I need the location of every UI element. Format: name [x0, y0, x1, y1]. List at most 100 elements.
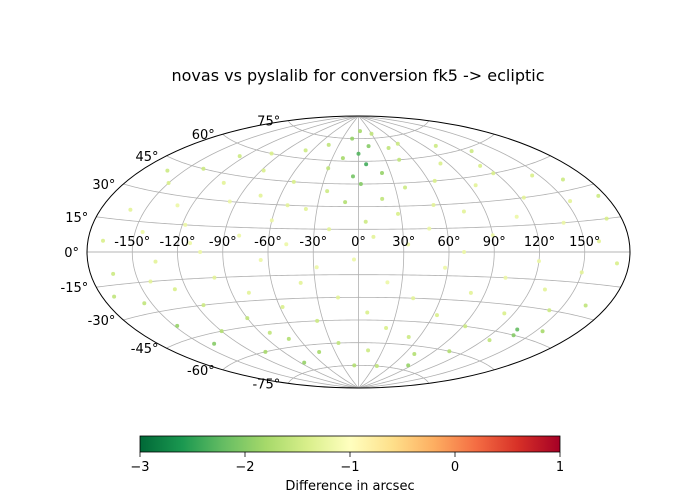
scatter-point: [352, 363, 357, 368]
scatter-point: [542, 287, 547, 292]
parallel-line: [287, 364, 430, 384]
scatter-point: [434, 313, 439, 318]
scatter-point: [246, 290, 251, 295]
scatter-point: [291, 179, 296, 184]
scatter-point: [327, 227, 332, 232]
scatter-point: [547, 308, 552, 313]
scatter-point: [269, 151, 274, 156]
scatter-point: [340, 156, 345, 161]
scatter-point: [258, 193, 263, 198]
colorbar-tick-label: −1: [340, 460, 359, 475]
scatter-point: [175, 203, 180, 208]
scatter-point: [386, 146, 391, 151]
scatter-point: [148, 279, 153, 284]
scatter-point: [212, 341, 217, 346]
scatter-point: [395, 141, 400, 146]
scatter-point: [568, 199, 573, 204]
scatter-point: [357, 129, 362, 134]
parallel-line: [123, 296, 594, 321]
parallel-line: [96, 216, 621, 230]
scatter-point: [366, 144, 371, 149]
scatter-point: [433, 143, 438, 148]
scatter-point: [536, 259, 541, 264]
scatter-point: [219, 329, 224, 334]
scatter-point: [596, 193, 601, 198]
scatter-point: [258, 257, 263, 262]
scatter-point: [487, 338, 492, 343]
scatter-point: [284, 242, 289, 247]
scatter-point: [397, 157, 402, 162]
latitude-tick-label: -75°: [252, 377, 280, 392]
scatter-point: [380, 196, 385, 201]
scatter-point: [201, 166, 206, 171]
scatter-point: [369, 131, 374, 136]
scatter-point: [364, 162, 369, 167]
scatter-point: [165, 168, 170, 173]
colorbar-label: Difference in arcsec: [285, 479, 414, 494]
scatter-point: [261, 168, 266, 173]
scatter-point: [183, 222, 188, 227]
latitude-tick-label: -30°: [88, 314, 116, 329]
scatter-point: [461, 209, 466, 214]
scatter-point: [478, 163, 483, 168]
scatter-point: [227, 199, 232, 204]
scatter-point: [302, 360, 307, 365]
parallel-line: [287, 120, 430, 140]
longitude-tick-label: 90°: [483, 235, 506, 250]
scatter-point: [314, 265, 319, 270]
scatter-point: [350, 174, 355, 179]
scatter-point: [406, 335, 411, 340]
scatter-point: [597, 239, 601, 244]
scatter-point: [374, 364, 379, 369]
longitude-tick-label: 120°: [524, 235, 555, 250]
scatter-point: [462, 250, 467, 254]
scatter-point: [112, 294, 117, 299]
scatter-point: [432, 178, 437, 183]
scatter-point: [447, 349, 452, 354]
scatter-point: [153, 259, 158, 264]
scatter-point: [280, 304, 285, 309]
scatter-point: [188, 241, 193, 246]
scatter-point: [560, 177, 565, 182]
scatter-point: [351, 257, 356, 262]
scatter-point: [198, 250, 203, 254]
latitude-tick-label: 30°: [92, 178, 115, 193]
scatter-point: [491, 171, 496, 176]
scatter-point: [212, 275, 217, 280]
scatter-point: [614, 261, 619, 266]
longitude-tick-label: -150°: [114, 235, 150, 250]
scatter-point: [443, 265, 448, 270]
latitude-tick-label: -60°: [187, 364, 215, 379]
scatter-point: [366, 348, 371, 353]
latitude-tick-label: 75°: [257, 115, 280, 130]
scatter-point: [396, 211, 400, 216]
scatter-point: [579, 270, 584, 275]
scatter-point: [371, 234, 376, 239]
scatter-point: [490, 233, 495, 238]
scatter-point: [384, 326, 389, 331]
scatter-point: [237, 154, 242, 159]
scatter-point: [511, 333, 516, 338]
longitude-tick-label: 150°: [569, 235, 600, 250]
scatter-point: [315, 318, 320, 323]
latitude-tick-label: 15°: [65, 211, 88, 226]
scatter-point: [521, 195, 526, 200]
graticule: [87, 116, 630, 388]
scatter-point: [326, 166, 331, 171]
map-boundary: [86, 115, 631, 389]
scatter-point: [336, 341, 341, 346]
scatter-point: [469, 149, 474, 154]
scatter-point: [221, 180, 226, 185]
scatter-point: [438, 161, 443, 166]
scatter-point: [406, 242, 411, 247]
scatter-point: [604, 216, 609, 221]
scatter-point: [503, 275, 508, 280]
scatter-point: [111, 271, 116, 276]
scatter-point: [412, 352, 417, 357]
latitude-tick-label: -15°: [61, 281, 89, 296]
latitude-tick-label: -45°: [131, 342, 159, 357]
scatter-point: [303, 206, 308, 211]
scatter-point: [298, 280, 303, 285]
scatter-point: [379, 171, 384, 176]
